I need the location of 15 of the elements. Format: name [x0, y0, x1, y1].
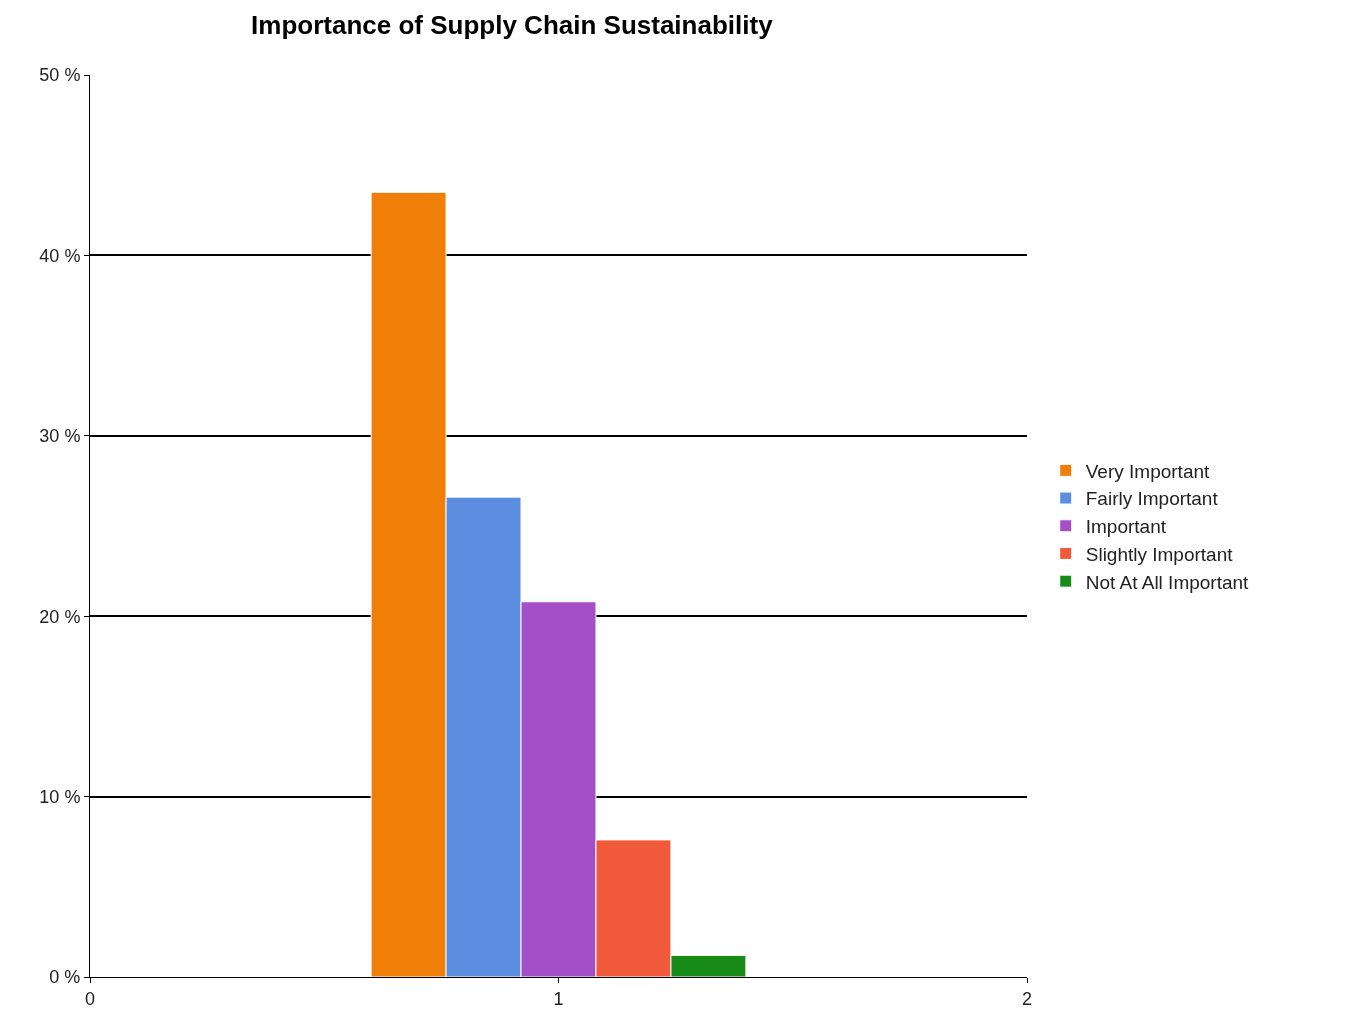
y-tick-label: 0 %: [49, 967, 81, 988]
y-tick-label: 20 %: [39, 606, 81, 627]
y-tick-label: 40 %: [39, 245, 81, 266]
x-tick-label: 0: [84, 988, 96, 1009]
chart-title: Importance of Supply Chain Sustainability: [251, 9, 774, 40]
legend-label: Important: [1085, 516, 1167, 538]
legend-label: Fairly Important: [1085, 488, 1219, 510]
x-tick-label: 2: [1021, 988, 1033, 1009]
legend-label: Very Important: [1085, 460, 1211, 482]
y-tick-label: 10 %: [39, 786, 81, 807]
legend-label: Not At All Important: [1085, 571, 1250, 593]
y-tick-label: 30 %: [39, 426, 81, 447]
y-tick-label: 50 %: [39, 65, 81, 86]
legend-label: Slightly Important: [1085, 543, 1234, 565]
x-tick-label: 1: [553, 988, 564, 1009]
